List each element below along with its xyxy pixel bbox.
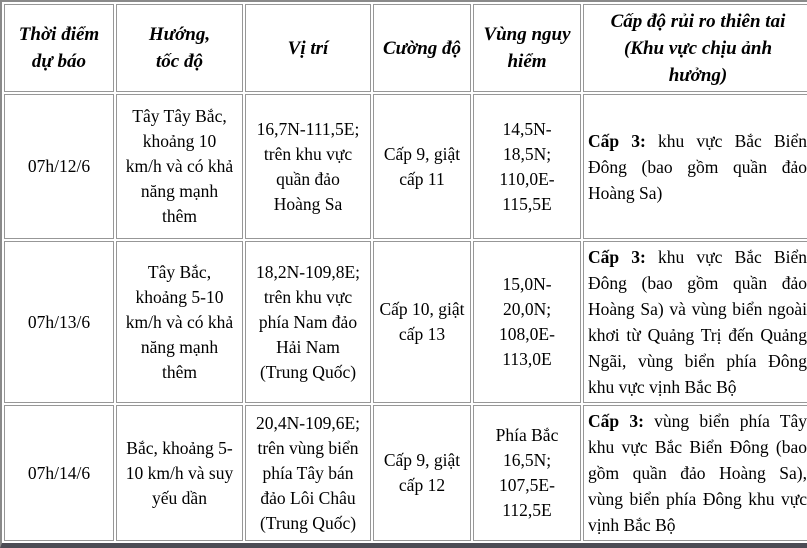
header-position: Vị trí <box>245 4 371 92</box>
direction-speed-cell: Bắc, khoảng 5- 10 km/h và suy yếu dần <box>116 405 243 541</box>
forecast-time-cell: 07h/12/6 <box>4 94 114 239</box>
danger-zone-cell: 15,0N- 20,0N; 108,0E- 113,0E <box>473 241 581 403</box>
header-direction-speed: Hướng, tốc độ <box>116 4 243 92</box>
risk-level-text: khu vực Bắc Biển Đông (bao gồm quần đảo … <box>588 247 807 397</box>
intensity-cell: Cấp 9, giật cấp 11 <box>373 94 471 239</box>
intensity-cell: Cấp 9, giật cấp 12 <box>373 405 471 541</box>
position-cell: 20,4N-109,6E; trên vùng biển phía Tây bá… <box>245 405 371 541</box>
header-intensity: Cường độ <box>373 4 471 92</box>
risk-level-label: Cấp 3: <box>588 247 646 267</box>
risk-level-cell: Cấp 3: khu vực Bắc Biển Đông (bao gồm qu… <box>583 94 807 239</box>
position-cell: 18,2N-109,8E; trên khu vực phía Nam đảo … <box>245 241 371 403</box>
header-danger-zone: Vùng nguy hiểm <box>473 4 581 92</box>
danger-zone-cell: 14,5N- 18,5N; 110,0E- 115,5E <box>473 94 581 239</box>
risk-level-label: Cấp 3: <box>588 411 644 431</box>
table-row: 07h/14/6 Bắc, khoảng 5- 10 km/h và suy y… <box>4 405 807 541</box>
risk-level-cell: Cấp 3: khu vực Bắc Biển Đông (bao gồm qu… <box>583 241 807 403</box>
intensity-cell: Cấp 10, giật cấp 13 <box>373 241 471 403</box>
position-cell: 16,7N-111,5E; trên khu vực quần đảo Hoàn… <box>245 94 371 239</box>
forecast-time-cell: 07h/13/6 <box>4 241 114 403</box>
risk-level-cell: Cấp 3: vùng biển phía Tây khu vực Bắc Bi… <box>583 405 807 541</box>
table-row: 07h/12/6 Tây Tây Bắc, khoảng 10 km/h và … <box>4 94 807 239</box>
direction-speed-cell: Tây Tây Bắc, khoảng 10 km/h và có khả nă… <box>116 94 243 239</box>
table-row: 07h/13/6 Tây Bắc, khoảng 5-10 km/h và có… <box>4 241 807 403</box>
header-forecast-time: Thời điểm dự báo <box>4 4 114 92</box>
risk-level-text: khu vực Bắc Biển Đông (bao gồm quần đảo … <box>588 130 807 203</box>
risk-level-label: Cấp 3: <box>588 130 646 151</box>
danger-zone-cell: Phía Bắc 16,5N; 107,5E- 112,5E <box>473 405 581 541</box>
risk-level-text: vùng biển phía Tây khu vực Bắc Biển Đông… <box>588 411 807 535</box>
header-row: Thời điểm dự báo Hướng, tốc độ Vị trí Cư… <box>4 4 807 92</box>
direction-speed-cell: Tây Bắc, khoảng 5-10 km/h và có khả năng… <box>116 241 243 403</box>
header-risk-level: Cấp độ rủi ro thiên tai (Khu vực chịu ản… <box>583 4 807 92</box>
forecast-time-cell: 07h/14/6 <box>4 405 114 541</box>
